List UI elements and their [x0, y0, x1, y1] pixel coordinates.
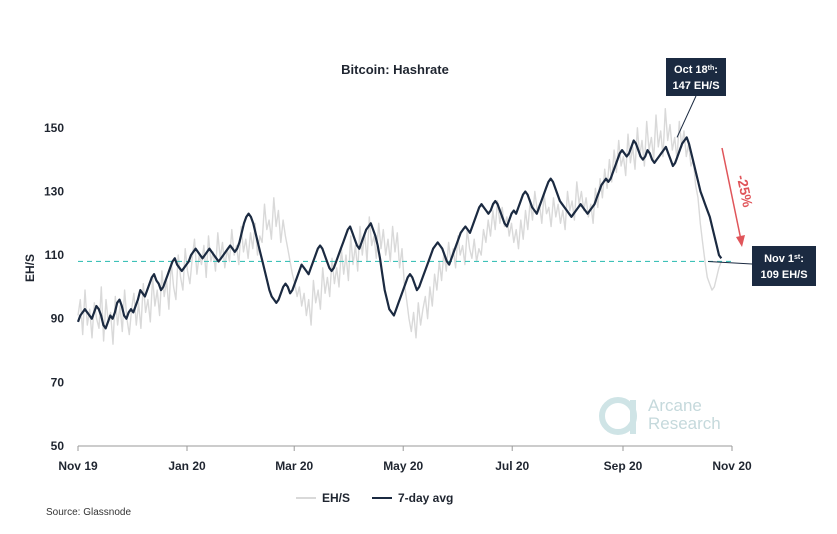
end-callout-value: 109 EH/S [760, 269, 807, 281]
peak-callout-leader [676, 95, 697, 138]
peak-callout-date: Oct 18th: [674, 64, 718, 76]
legend-label-7day-avg: 7-day avg [398, 491, 453, 505]
x-tick-label: Sep 20 [604, 459, 643, 473]
peak-callout-box [666, 58, 726, 96]
source-note: Source: Glassnode [46, 507, 131, 518]
end-callout: Nov 1st: 109 EH/S [708, 246, 816, 286]
legend: EH/S 7-day avg [296, 491, 453, 505]
chart-title: Bitcoin: Hashrate [341, 62, 449, 77]
x-tick-label: Nov 20 [712, 459, 752, 473]
end-callout-box [752, 246, 816, 286]
y-axis-ticks: 150 130 110 90 70 50 [44, 121, 64, 453]
x-tick-label: Jan 20 [168, 459, 206, 473]
y-axis-label: EH/S [23, 254, 37, 282]
series-7day-avg-line [76, 136, 723, 330]
peak-callout: Oct 18th: 147 EH/S [666, 58, 726, 138]
drop-annotation: -25% [721, 147, 757, 247]
watermark-line2: Research [648, 414, 721, 433]
y-tick-label: 50 [51, 439, 65, 453]
y-tick-label: 70 [51, 375, 65, 389]
x-tick-label: Jul 20 [495, 459, 529, 473]
y-tick-label: 130 [44, 184, 64, 198]
end-callout-leader [708, 260, 753, 265]
arcane-logo-icon [599, 397, 637, 435]
legend-label-ehs: EH/S [322, 491, 350, 505]
y-tick-label: 110 [45, 248, 65, 262]
end-callout-date: Nov 1st: [764, 253, 804, 265]
drop-percentage-label: -25% [734, 173, 757, 209]
series-raw-ehs-line [77, 108, 722, 345]
x-tick-label: May 20 [383, 459, 423, 473]
watermark-line1: Arcane [648, 396, 702, 415]
x-tick-label: Mar 20 [275, 459, 313, 473]
x-tick-label: Nov 19 [58, 459, 98, 473]
drop-arrow-head [736, 235, 745, 247]
peak-callout-value: 147 EH/S [672, 80, 719, 92]
x-axis-ticks: Nov 19 Jan 20 Mar 20 May 20 Jul 20 Sep 20 Nov … [58, 446, 752, 473]
y-tick-label: 150 [44, 121, 64, 135]
arcane-research-watermark: Arcane Research [599, 396, 721, 435]
drop-arrow [721, 147, 742, 241]
y-tick-label: 90 [51, 312, 65, 326]
